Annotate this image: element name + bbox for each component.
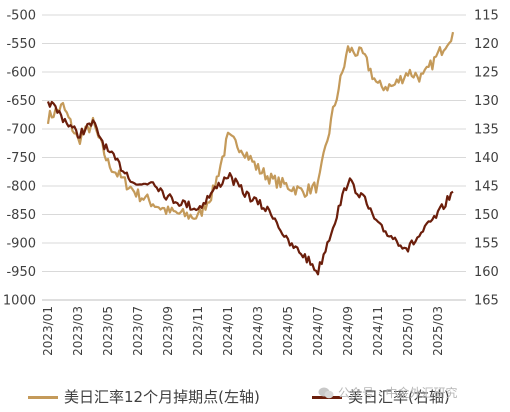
- left-tick-label: -800: [6, 180, 36, 195]
- x-tick-label: 2023/01: [41, 306, 55, 356]
- series-line-swap-points: [46, 31, 455, 220]
- left-tick-label: -550: [6, 37, 36, 52]
- watermark-text: 公众号 · 中金外汇研究: [338, 386, 458, 400]
- series-line-usdjpy: [46, 100, 454, 276]
- x-axis: 2023/01 2023/03 2023/05 2023/07 2023/09 2023/…: [41, 306, 445, 356]
- right-tick-label: 150: [474, 208, 499, 223]
- x-tick-label: 2023/03: [71, 306, 85, 356]
- x-tick-label: 2024/05: [281, 306, 295, 356]
- right-axis: 115 120 125 130 135 140 145 150 155 160 165: [474, 9, 499, 309]
- x-tick-label: 2024/01: [221, 306, 235, 356]
- right-tick-label: 130: [474, 94, 499, 109]
- x-tick-label: 2023/05: [101, 306, 115, 356]
- left-tick-label: -850: [6, 208, 36, 223]
- right-tick-label: 115: [474, 9, 499, 24]
- right-tick-label: 145: [474, 180, 499, 195]
- right-tick-label: 140: [474, 151, 499, 166]
- right-tick-label: 165: [474, 294, 499, 309]
- legend-item-swap-points: 美日汇率12个月掉期点(左轴): [28, 386, 260, 407]
- x-tick-label: 2023/09: [161, 306, 175, 356]
- series-lines: [46, 31, 455, 276]
- legend-swatch-swap-points: [28, 396, 58, 399]
- x-tick-label: 2024/09: [341, 306, 355, 356]
- right-tick-label: 155: [474, 237, 499, 252]
- watermark: 公众号 · 中金外汇研究: [318, 384, 457, 401]
- legend-label-usdjpy: 美日汇率(右轴): [348, 388, 450, 406]
- wechat-icon: [318, 387, 334, 399]
- left-tick-label: -700: [6, 123, 36, 138]
- left-tick-label: -500: [6, 9, 36, 24]
- legend-label-swap-points: 美日汇率12个月掉期点(左轴): [64, 388, 260, 406]
- x-tick-label: 2023/11: [191, 306, 205, 356]
- legend: 美日汇率12个月掉期点(左轴) 美日汇率(右轴): [0, 382, 510, 410]
- left-tick-label: -750: [6, 151, 36, 166]
- left-tick-label: 1000: [3, 294, 36, 309]
- left-tick-label: -950: [6, 265, 36, 280]
- x-tick-label: 2023/07: [131, 306, 145, 356]
- right-tick-label: 135: [474, 123, 499, 138]
- x-tick-label: 2025/01: [401, 306, 415, 356]
- x-tick-label: 2025/03: [431, 306, 445, 356]
- left-tick-label: -600: [6, 66, 36, 81]
- right-tick-label: 160: [474, 265, 499, 280]
- dual-axis-line-chart: -500 -550 -600 -650 -700 -750 -800 -850 -900 -950…: [3, 9, 499, 356]
- legend-swatch-usdjpy: [312, 396, 342, 399]
- x-tick-label: 2024/07: [311, 306, 325, 356]
- left-tick-label: -900: [6, 237, 36, 252]
- right-tick-label: 125: [474, 66, 499, 81]
- right-tick-label: 120: [474, 37, 499, 52]
- left-axis: -500 -550 -600 -650 -700 -750 -800 -850 -900 -950…: [3, 9, 36, 309]
- legend-item-usdjpy: 美日汇率(右轴): [312, 386, 450, 407]
- x-tick-label: 2024/11: [371, 306, 385, 356]
- x-tick-label: 2024/03: [251, 306, 265, 356]
- left-tick-label: -650: [6, 94, 36, 109]
